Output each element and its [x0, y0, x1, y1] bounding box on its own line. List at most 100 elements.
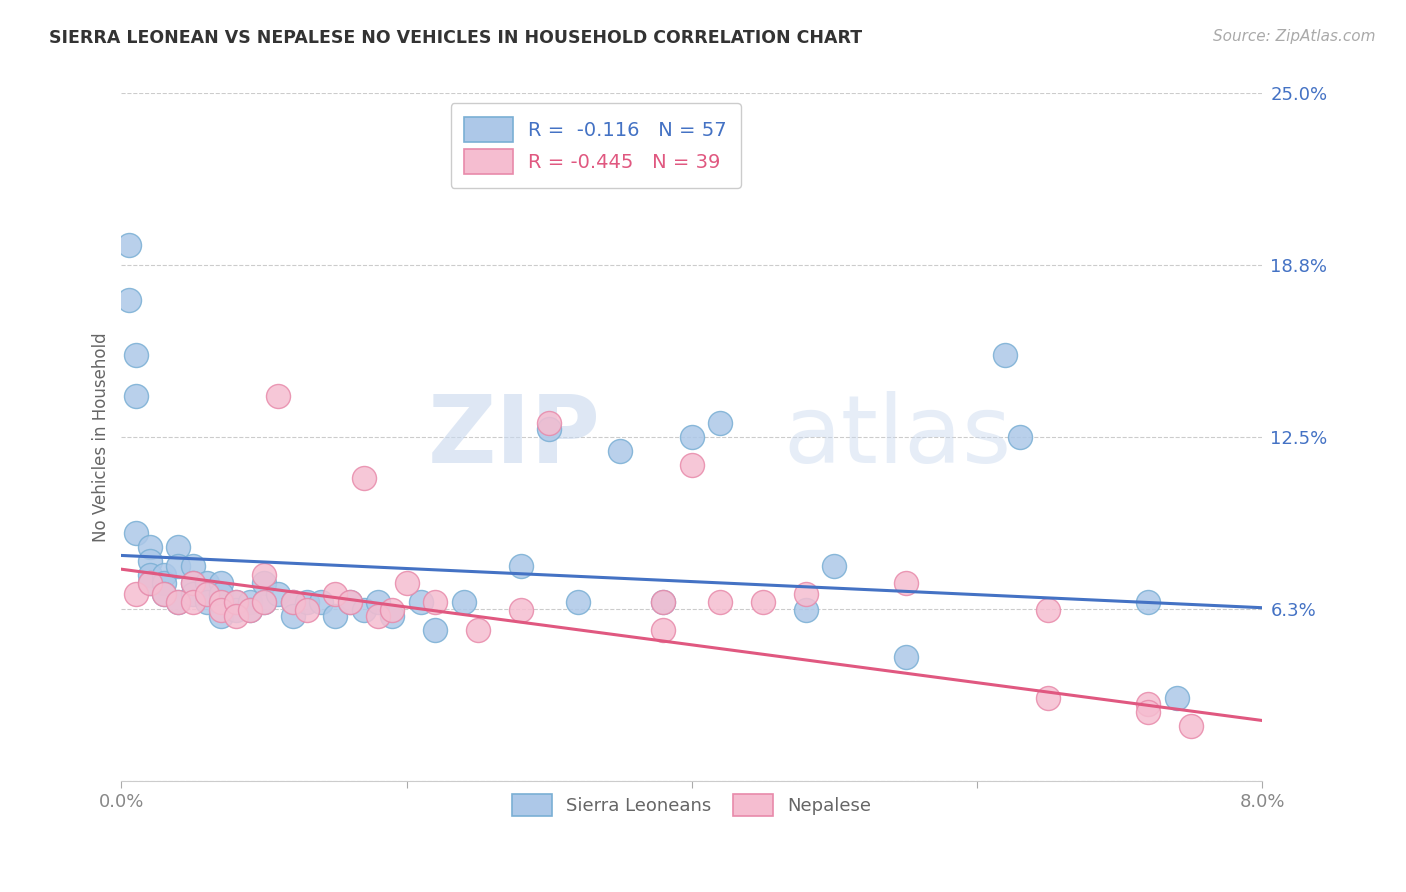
Point — [1180, 719, 1202, 733]
Point — [225, 609, 247, 624]
Point — [381, 609, 404, 624]
Point — [125, 389, 148, 403]
Point — [538, 417, 561, 431]
Text: ZIP: ZIP — [427, 392, 600, 483]
Point — [353, 603, 375, 617]
Point — [253, 595, 276, 609]
Point — [209, 595, 232, 609]
Point — [267, 587, 290, 601]
Legend: Sierra Leoneans, Nepalese: Sierra Leoneans, Nepalese — [505, 787, 879, 823]
Point — [139, 576, 162, 591]
Point — [1038, 603, 1060, 617]
Point — [139, 554, 162, 568]
Point — [538, 422, 561, 436]
Point — [353, 471, 375, 485]
Point — [709, 595, 731, 609]
Point — [195, 595, 218, 609]
Point — [153, 576, 176, 591]
Point — [209, 603, 232, 617]
Point — [125, 526, 148, 541]
Point — [209, 587, 232, 601]
Point — [1008, 430, 1031, 444]
Point — [167, 559, 190, 574]
Point — [453, 595, 475, 609]
Point — [225, 595, 247, 609]
Point — [209, 609, 232, 624]
Point — [752, 595, 775, 609]
Point — [423, 623, 446, 637]
Point — [239, 603, 262, 617]
Point — [117, 293, 139, 307]
Point — [423, 595, 446, 609]
Point — [509, 559, 531, 574]
Point — [225, 595, 247, 609]
Point — [894, 650, 917, 665]
Point — [125, 348, 148, 362]
Point — [894, 576, 917, 591]
Point — [153, 587, 176, 601]
Point — [239, 603, 262, 617]
Point — [1038, 691, 1060, 706]
Point — [225, 603, 247, 617]
Point — [994, 348, 1017, 362]
Point — [195, 587, 218, 601]
Point — [794, 587, 817, 601]
Point — [253, 567, 276, 582]
Point — [295, 595, 318, 609]
Point — [367, 609, 389, 624]
Point — [339, 595, 361, 609]
Point — [794, 603, 817, 617]
Point — [253, 576, 276, 591]
Point — [139, 540, 162, 554]
Point — [467, 623, 489, 637]
Point — [652, 623, 675, 637]
Y-axis label: No Vehicles in Household: No Vehicles in Household — [93, 333, 110, 542]
Point — [181, 576, 204, 591]
Text: atlas: atlas — [783, 392, 1011, 483]
Text: SIERRA LEONEAN VS NEPALESE NO VEHICLES IN HOUSEHOLD CORRELATION CHART: SIERRA LEONEAN VS NEPALESE NO VEHICLES I… — [49, 29, 862, 47]
Point — [567, 595, 589, 609]
Point — [281, 609, 304, 624]
Point — [181, 587, 204, 601]
Point — [125, 587, 148, 601]
Point — [167, 595, 190, 609]
Point — [139, 576, 162, 591]
Point — [395, 576, 418, 591]
Point — [153, 567, 176, 582]
Point — [709, 417, 731, 431]
Point — [652, 595, 675, 609]
Point — [167, 595, 190, 609]
Point — [181, 595, 204, 609]
Point — [681, 430, 703, 444]
Point — [167, 540, 190, 554]
Point — [409, 595, 432, 609]
Point — [195, 587, 218, 601]
Point — [367, 595, 389, 609]
Point — [281, 595, 304, 609]
Point — [681, 458, 703, 472]
Point — [1137, 595, 1160, 609]
Point — [253, 595, 276, 609]
Point — [652, 595, 675, 609]
Point — [823, 559, 845, 574]
Point — [309, 595, 332, 609]
Point — [509, 603, 531, 617]
Point — [239, 595, 262, 609]
Point — [195, 576, 218, 591]
Point — [267, 389, 290, 403]
Point — [209, 576, 232, 591]
Point — [609, 444, 631, 458]
Text: Source: ZipAtlas.com: Source: ZipAtlas.com — [1212, 29, 1375, 45]
Point — [1137, 697, 1160, 711]
Point — [181, 576, 204, 591]
Point — [339, 595, 361, 609]
Point — [323, 587, 346, 601]
Point — [181, 559, 204, 574]
Point — [381, 603, 404, 617]
Point — [153, 587, 176, 601]
Point — [1166, 691, 1188, 706]
Point — [323, 609, 346, 624]
Point — [1137, 705, 1160, 719]
Point — [117, 237, 139, 252]
Point — [295, 603, 318, 617]
